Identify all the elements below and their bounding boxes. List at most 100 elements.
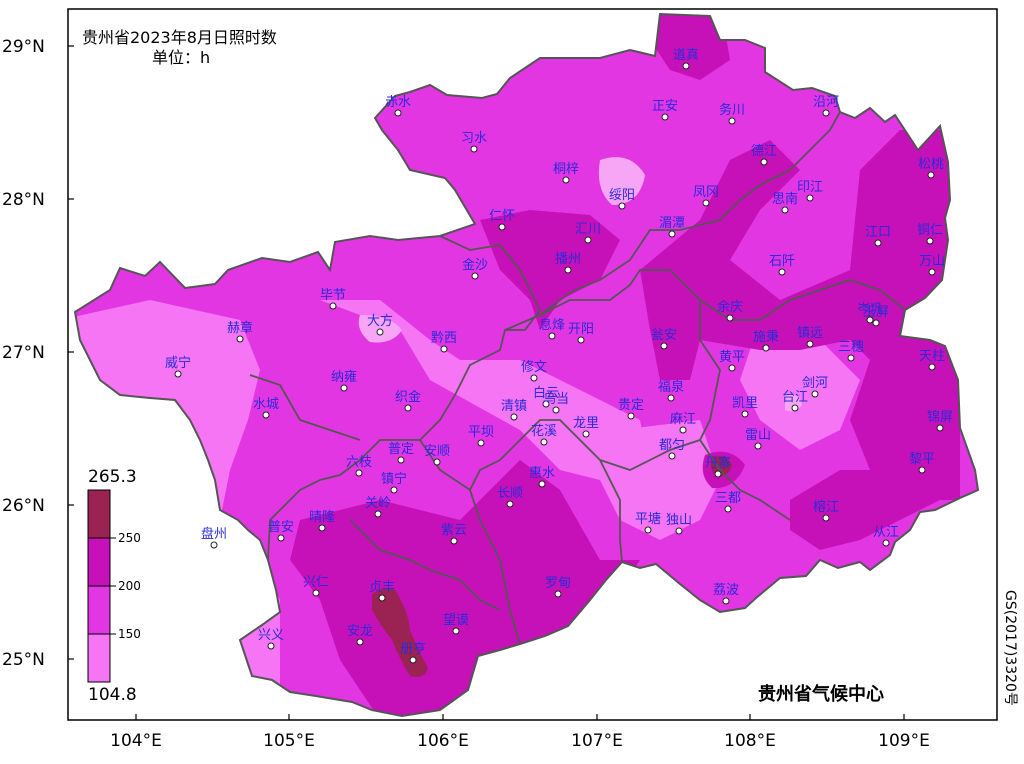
contour-level-200-250-east (640, 130, 960, 500)
station: 桐梓 (553, 162, 579, 184)
lon-label-106: 106°E (417, 731, 469, 751)
station-marker (702, 199, 710, 207)
station: 平塘 (635, 511, 661, 534)
station: 镇远 (797, 326, 823, 348)
station: 锦屏 (927, 410, 953, 432)
station: 赫章 (227, 320, 253, 343)
station-label: 汇川 (575, 222, 601, 237)
station: 册亨 (400, 641, 426, 664)
station: 余庆 (717, 299, 743, 322)
station: 白云 (533, 385, 559, 408)
station-marker (760, 158, 768, 166)
station-label: 余庆 (717, 299, 743, 315)
station-marker (874, 239, 882, 247)
station: 镇宁 (381, 471, 407, 494)
station-marker (548, 332, 556, 340)
station-marker (679, 426, 687, 434)
station-marker (262, 411, 270, 419)
station: 习水 (461, 131, 487, 153)
station-label: 桐梓 (553, 162, 579, 177)
station-marker (668, 452, 676, 460)
station: 独山 (666, 513, 692, 535)
station-marker (928, 268, 936, 276)
station-label: 福泉 (658, 379, 684, 395)
station: 清镇 (501, 399, 527, 421)
station-marker (714, 470, 722, 478)
station-label: 镇宁 (381, 471, 407, 487)
station-label: 凤冈 (693, 185, 719, 200)
station-label: 榕江 (813, 500, 839, 515)
station: 三都 (715, 491, 741, 513)
station-marker (661, 113, 669, 121)
station-marker (340, 384, 348, 392)
station-label: 施秉 (753, 329, 779, 345)
station: 万山 (919, 254, 945, 276)
station-label: 锦屏 (927, 410, 953, 425)
station: 安顺 (424, 444, 450, 466)
station-label: 赫章 (227, 320, 253, 336)
station-label: 从江 (873, 525, 899, 540)
station: 关岭 (365, 496, 391, 518)
station-marker (267, 642, 275, 650)
station-label: 安顺 (424, 444, 450, 459)
legend-box-200-250 (87, 537, 111, 587)
station-marker (471, 272, 479, 280)
station-marker (374, 510, 382, 518)
station: 水城 (253, 397, 279, 419)
station-marker (927, 171, 935, 179)
station-marker (936, 424, 944, 432)
station-label: 纳雍 (331, 369, 357, 385)
station: 天柱 (919, 349, 945, 371)
station: 从江 (873, 525, 899, 547)
station: 凤冈 (693, 185, 719, 207)
legend-box-lt150 (87, 633, 111, 683)
station-marker (682, 62, 690, 70)
station-marker (668, 230, 676, 238)
station-label: 毕节 (320, 288, 346, 303)
station: 息烽 (539, 317, 565, 340)
station-label: 独山 (666, 513, 692, 528)
station: 望谟 (443, 612, 469, 635)
station: 六枝 (346, 455, 372, 477)
station-marker (355, 469, 363, 477)
station-marker (618, 202, 626, 210)
lat-label-27: 27°N (2, 343, 45, 363)
station-marker (404, 404, 412, 412)
station: 贵定 (618, 398, 644, 420)
station: 思南 (772, 191, 798, 214)
station: 汇川 (575, 222, 601, 244)
station-label: 金沙 (462, 257, 488, 273)
station-label: 晴隆 (309, 510, 335, 525)
station: 印江 (797, 180, 823, 202)
legend: 265.3 250 200 150 104.8 (87, 467, 141, 705)
station-marker (530, 374, 538, 382)
station: 玉屏 (863, 305, 889, 327)
station-label: 安龙 (347, 624, 373, 639)
station-marker (450, 537, 458, 545)
station-marker (724, 505, 732, 513)
station-marker (926, 237, 934, 245)
station: 兴仁 (303, 575, 329, 597)
station-marker (440, 345, 448, 353)
legend-max: 265.3 (88, 467, 137, 487)
station-label: 播州 (555, 252, 581, 267)
station-label: 万山 (919, 254, 945, 269)
contour-level-200-250-south (290, 460, 640, 716)
station: 道真 (673, 48, 699, 70)
station: 江口 (865, 225, 891, 247)
station-label: 紫云 (441, 523, 467, 538)
lon-label-108: 108°E (724, 731, 776, 751)
station-label: 普安 (268, 520, 294, 535)
station: 铜仁 (917, 223, 943, 245)
station-label: 罗甸 (545, 576, 571, 591)
lat-label-29: 29°N (2, 37, 45, 57)
station: 纳雍 (331, 369, 357, 392)
station-label: 关岭 (365, 496, 391, 511)
station-label: 岑巩 (857, 302, 883, 317)
station-label: 绥阳 (609, 188, 635, 203)
station-marker (564, 266, 572, 274)
station: 安龙 (347, 624, 373, 646)
legend-box-150-200 (87, 585, 111, 635)
station-marker (741, 410, 749, 418)
station-label: 黎平 (909, 452, 935, 467)
